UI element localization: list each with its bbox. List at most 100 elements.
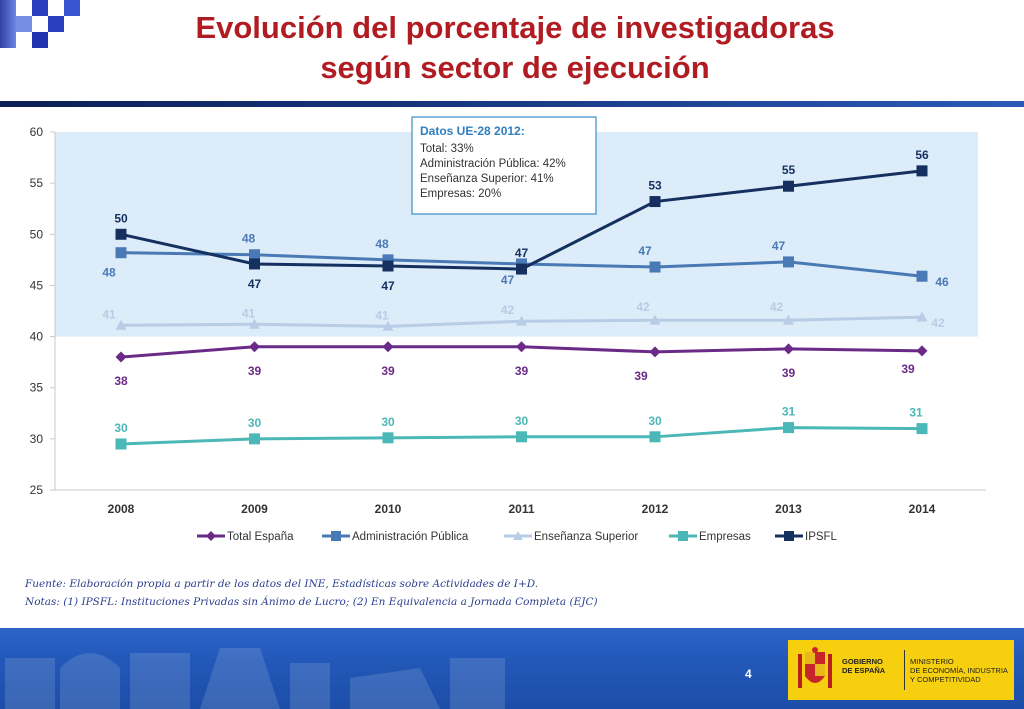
data-point-empresas xyxy=(115,438,127,450)
data-label-ipsfl: 47 xyxy=(381,279,395,293)
government-name: GOBIERNO DE ESPAÑA xyxy=(842,657,886,675)
data-label-total-espana: 39 xyxy=(515,364,529,378)
data-point-empresas xyxy=(516,431,527,443)
footer-band: 4 GOBIERNO DE ESPAÑA MINISTERIO DE ECONO… xyxy=(0,628,1024,709)
data-point-total-espana xyxy=(516,341,527,353)
data-point-administracion-publica xyxy=(382,254,394,266)
data-point-empresas xyxy=(382,432,394,444)
data-point-ensenanza-superior xyxy=(115,319,127,330)
eu-data-box xyxy=(411,116,597,215)
data-point-total-espana xyxy=(916,345,928,357)
legend-label-ipsfl: IPSFL xyxy=(805,531,838,543)
data-label-ipsfl: 53 xyxy=(648,179,662,193)
legend-marker-ipsfl xyxy=(784,531,794,541)
data-point-ipsfl xyxy=(249,258,260,270)
y-tick-label: 40 xyxy=(30,330,44,344)
coat-of-arms-decoration-icon xyxy=(5,648,505,709)
data-point-ensenanza-superior xyxy=(249,318,260,329)
data-label-ensenanza-superior: 41 xyxy=(102,307,116,321)
ministry-name: MINISTERIO DE ECONOMÍA, INDUSTRIA Y COMP… xyxy=(910,657,1008,684)
data-label-empresas: 30 xyxy=(515,414,529,428)
data-point-administracion-publica xyxy=(783,256,794,268)
x-tick-label: 2008 xyxy=(108,502,135,516)
data-label-empresas: 30 xyxy=(114,421,128,435)
data-point-ensenanza-superior xyxy=(783,314,794,325)
data-point-empresas xyxy=(249,433,260,445)
data-label-empresas: 31 xyxy=(782,405,796,419)
source-note: Fuente: Elaboración propia a partir de l… xyxy=(25,578,539,590)
data-label-total-espana: 39 xyxy=(634,369,648,383)
data-label-ipsfl: 50 xyxy=(114,211,128,225)
legend-label-ensenanza-superior: Enseñanza Superior xyxy=(534,531,638,543)
legend-label-administracion-publica: Administración Pública xyxy=(352,531,469,543)
y-tick-label: 35 xyxy=(30,381,44,395)
data-label-administracion-publica: 47 xyxy=(638,244,652,258)
data-label-administracion-publica: 47 xyxy=(772,239,786,253)
legend-marker-total-espana xyxy=(206,531,216,541)
legend-label-total-espana: Total España xyxy=(227,531,294,543)
title-line-1: Evolución del porcentaje de investigador… xyxy=(195,10,835,45)
data-label-empresas: 30 xyxy=(648,414,662,428)
x-tick-label: 2009 xyxy=(241,502,268,516)
x-tick-label: 2014 xyxy=(909,502,936,516)
checkered-logo-icon xyxy=(0,0,80,48)
data-point-total-espana xyxy=(249,341,260,353)
data-label-total-espana: 38 xyxy=(114,374,128,388)
y-tick-label: 55 xyxy=(30,176,44,190)
data-label-administracion-publica: 48 xyxy=(242,232,256,246)
notes-text: Notas: (1) IPSFL: Instituciones Privadas… xyxy=(25,596,598,608)
eu-data-title: Datos UE-28 2012: xyxy=(420,124,525,138)
data-point-total-espana xyxy=(649,346,661,358)
data-point-empresas xyxy=(916,423,928,435)
logo-separator xyxy=(904,650,905,690)
data-label-ensenanza-superior: 42 xyxy=(501,303,515,317)
title-line-2: según sector de ejecución xyxy=(320,50,710,85)
data-label-total-espana: 39 xyxy=(901,362,915,376)
data-point-ensenanza-superior xyxy=(516,315,527,326)
data-point-ensenanza-superior xyxy=(382,320,394,331)
legend-label-empresas: Empresas xyxy=(699,531,751,543)
y-tick-label: 30 xyxy=(30,432,44,446)
x-tick-label: 2010 xyxy=(375,502,402,516)
data-label-ipsfl: 55 xyxy=(782,163,796,177)
y-tick-label: 60 xyxy=(30,125,44,139)
x-tick-label: 2011 xyxy=(508,502,534,516)
data-label-empresas: 31 xyxy=(909,406,923,420)
data-label-ipsfl: 47 xyxy=(248,277,262,291)
eu-data-line: Total: 33% xyxy=(420,143,474,155)
data-point-ipsfl xyxy=(649,196,661,208)
data-label-administracion-publica: 48 xyxy=(375,237,389,251)
y-tick-label: 50 xyxy=(30,227,44,241)
legend-marker-administracion-publica xyxy=(331,531,341,541)
data-point-ipsfl xyxy=(382,260,394,272)
data-point-total-espana xyxy=(115,351,127,363)
data-point-ipsfl xyxy=(783,180,794,192)
eu-data-line: Empresas: 20% xyxy=(420,188,501,200)
page-title: Evolución del porcentaje de investigador… xyxy=(120,8,910,88)
data-label-ensenanza-superior: 42 xyxy=(770,300,784,314)
eu-data-line: Administración Pública: 42% xyxy=(420,158,566,170)
x-tick-label: 2013 xyxy=(775,502,802,516)
data-label-ensenanza-superior: 42 xyxy=(931,316,945,330)
data-point-administracion-publica xyxy=(115,247,127,259)
data-label-ipsfl: 56 xyxy=(915,148,929,162)
data-label-ensenanza-superior: 42 xyxy=(636,300,650,314)
data-point-ipsfl xyxy=(115,228,127,240)
data-point-empresas xyxy=(649,431,661,443)
data-point-ensenanza-superior xyxy=(916,311,928,322)
legend-marker-empresas xyxy=(678,531,688,541)
data-label-total-espana: 39 xyxy=(248,364,262,378)
data-label-administracion-publica: 47 xyxy=(501,273,515,287)
line-chart: 25 30 35 40 45 50 55 60 2008 2009 2010 2011 2012 2013… xyxy=(30,116,986,543)
data-point-ipsfl xyxy=(916,165,928,177)
data-point-total-espana xyxy=(783,343,794,355)
spain-coat-of-arms-icon xyxy=(798,647,832,688)
data-label-total-espana: 39 xyxy=(782,366,796,380)
data-point-administracion-publica xyxy=(649,261,661,273)
data-label-total-espana: 39 xyxy=(381,364,395,378)
page-number: 4 xyxy=(745,667,752,681)
header-divider xyxy=(0,101,1024,107)
data-point-total-espana xyxy=(382,341,394,353)
data-point-ipsfl xyxy=(516,263,527,275)
data-label-administracion-publica: 46 xyxy=(935,275,949,289)
